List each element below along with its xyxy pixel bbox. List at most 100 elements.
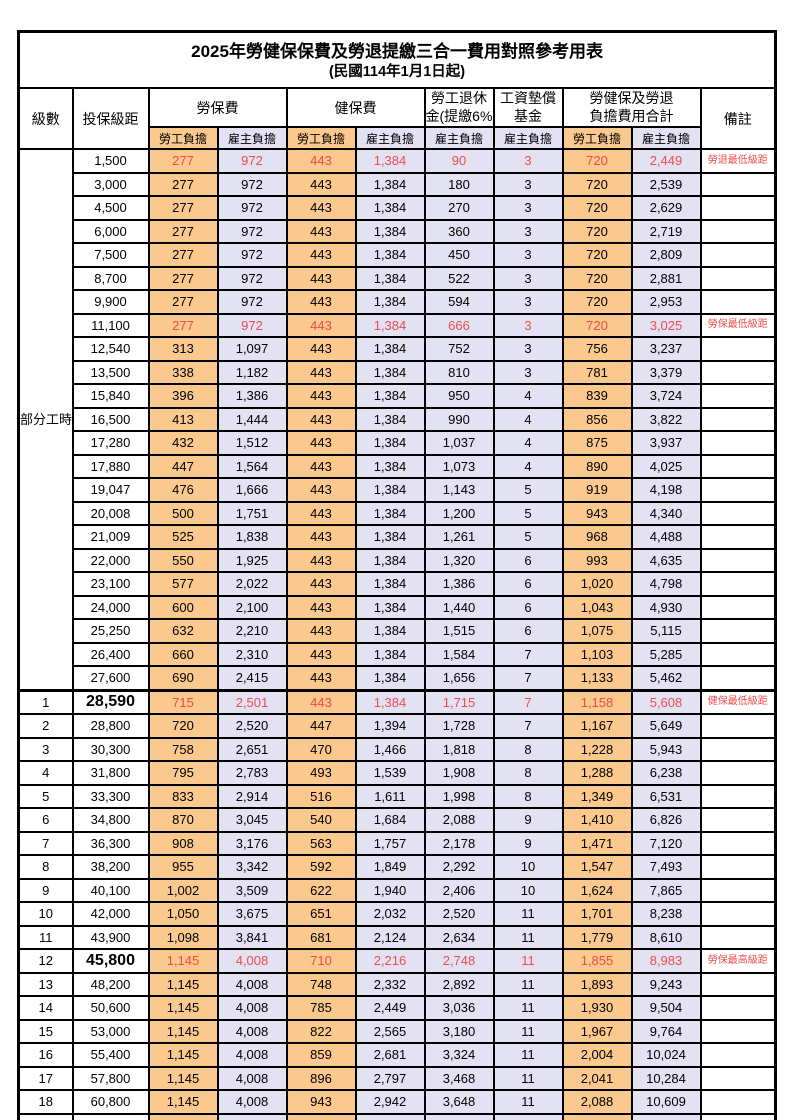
bracket-cell: 11,100 [71,312,150,338]
header-total: 勞健保及勞退 負擔費用合計 [561,87,702,128]
value-cell: 1,539 [354,760,426,786]
value-cell: 1,757 [354,830,426,856]
value-cell: 1,384 [354,524,426,550]
value-cell: 3,379 [630,359,702,385]
value-cell: 993 [561,547,633,573]
value-cell: 4,340 [630,500,702,526]
value-cell: 476 [147,477,219,503]
remark-cell [699,218,777,244]
value-cell: 1,849 [354,854,426,880]
value-cell: 1,384 [354,477,426,503]
value-cell: 396 [147,383,219,409]
remark-cell [699,289,777,315]
bracket-cell: 17,280 [71,430,150,456]
value-cell: 2,292 [423,854,495,880]
table-row: 13 48,200 1,145 4,008 748 2,332 2,892 11 1,893 9,… [17,971,777,997]
value-cell: 1,384 [354,430,426,456]
value-cell: 2,809 [630,242,702,268]
value-cell: 11 [492,1042,564,1068]
remark-cell [699,924,777,950]
value-cell: 3 [492,195,564,221]
value-cell: 5,285 [630,641,702,667]
value-cell: 1,564 [216,453,288,479]
level-cell: 18 [17,1089,74,1115]
value-cell: 3,937 [630,430,702,456]
value-cell: 2,310 [216,641,288,667]
value-cell: 1,384 [354,641,426,667]
value-cell: 4,008 [216,995,288,1021]
value-cell: 3 [492,265,564,291]
value-cell: 2,088 [423,807,495,833]
value-cell: 3,036 [423,995,495,1021]
table-row: 15,840 396 1,386 443 1,384 950 4 839 3,724 [19,383,777,409]
value-cell: 10,024 [630,1042,702,1068]
value-cell: 4,008 [216,948,288,974]
value-cell: 447 [285,713,357,739]
bracket-cell: 26,400 [71,641,150,667]
remark-cell [699,854,777,880]
value-cell: 1,444 [216,406,288,432]
value-cell: 1,611 [354,783,426,809]
value-cell: 1,386 [216,383,288,409]
level-cell: 4 [17,760,74,786]
value-cell: 3,468 [423,1065,495,1091]
value-cell: 720 [561,289,633,315]
value-cell: 720 [561,242,633,268]
level-cell: 19 [17,1112,74,1120]
bracket-cell: 3,000 [71,171,150,197]
table-row: 8 38,200 955 3,342 592 1,849 2,292 10 1,547 7,493 [17,854,777,880]
table-row: 1963,8001,1454,0089903,0873,828112,13510… [17,1112,777,1120]
value-cell: 1,384 [354,336,426,362]
header-remark: 備註 [699,87,777,150]
value-cell: 1,584 [423,641,495,667]
value-cell: 277 [147,289,219,315]
header-health-insurance: 健保費 [285,87,426,128]
value-cell: 1,037 [423,430,495,456]
value-cell: 1,384 [354,618,426,644]
value-cell: 3,180 [423,1018,495,1044]
value-cell: 11 [492,901,564,927]
level-cell: 11 [17,924,74,950]
bracket-cell: 12,540 [71,336,150,362]
remark-cell [699,618,777,644]
bracket-cell: 1,500 [71,148,150,174]
value-cell: 2,520 [216,713,288,739]
bracket-cell: 17,880 [71,453,150,479]
value-cell: 600 [147,594,219,620]
remark-cell [699,406,777,432]
table-row: 9,900 277 972 443 1,384 594 3 720 2,953 [19,289,777,315]
bracket-cell: 16,500 [71,406,150,432]
subheader-health-worker: 勞工負擔 [285,126,357,150]
value-cell: 2,041 [561,1065,633,1091]
value-cell: 1,097 [216,336,288,362]
remark-cell [699,995,777,1021]
value-cell: 443 [285,453,357,479]
table-row: 25,250 632 2,210 443 1,384 1,515 6 1,075 5,115 [19,618,777,644]
value-cell: 1,386 [423,571,495,597]
value-cell: 681 [285,924,357,950]
value-cell: 972 [216,289,288,315]
value-cell: 3,237 [630,336,702,362]
bracket-cell: 43,900 [71,924,150,950]
table-title-block: 2025年勞健保保費及勞退提繳三合一費用對照參考用表 (民國114年1月1日起) [17,30,777,89]
remark-cell [699,171,777,197]
bracket-cell: 57,800 [71,1065,150,1091]
table-row: 26,400 660 2,310 443 1,384 1,584 7 1,103 5,285 [19,641,777,667]
remark-cell [699,1018,777,1044]
bracket-cell: 22,000 [71,547,150,573]
table-row: 17,280 432 1,512 443 1,384 1,037 4 875 3,937 [19,430,777,456]
value-cell: 4,008 [216,1089,288,1115]
bracket-cell: 36,300 [71,830,150,856]
table-row: 6,000 277 972 443 1,384 360 3 720 2,719 [19,218,777,244]
bracket-cell: 45,800 [71,948,150,974]
value-cell: 822 [285,1018,357,1044]
value-cell: 1,145 [147,1042,219,1068]
value-cell: 2,651 [216,736,288,762]
value-cell: 443 [285,218,357,244]
table-row: 5 33,300 833 2,914 516 1,611 1,998 8 1,349 6,531 [17,783,777,809]
value-cell: 1,394 [354,713,426,739]
value-cell: 2,881 [630,265,702,291]
value-cell: 2,953 [630,289,702,315]
level-cell: 16 [17,1042,74,1068]
value-cell: 7 [492,688,564,715]
